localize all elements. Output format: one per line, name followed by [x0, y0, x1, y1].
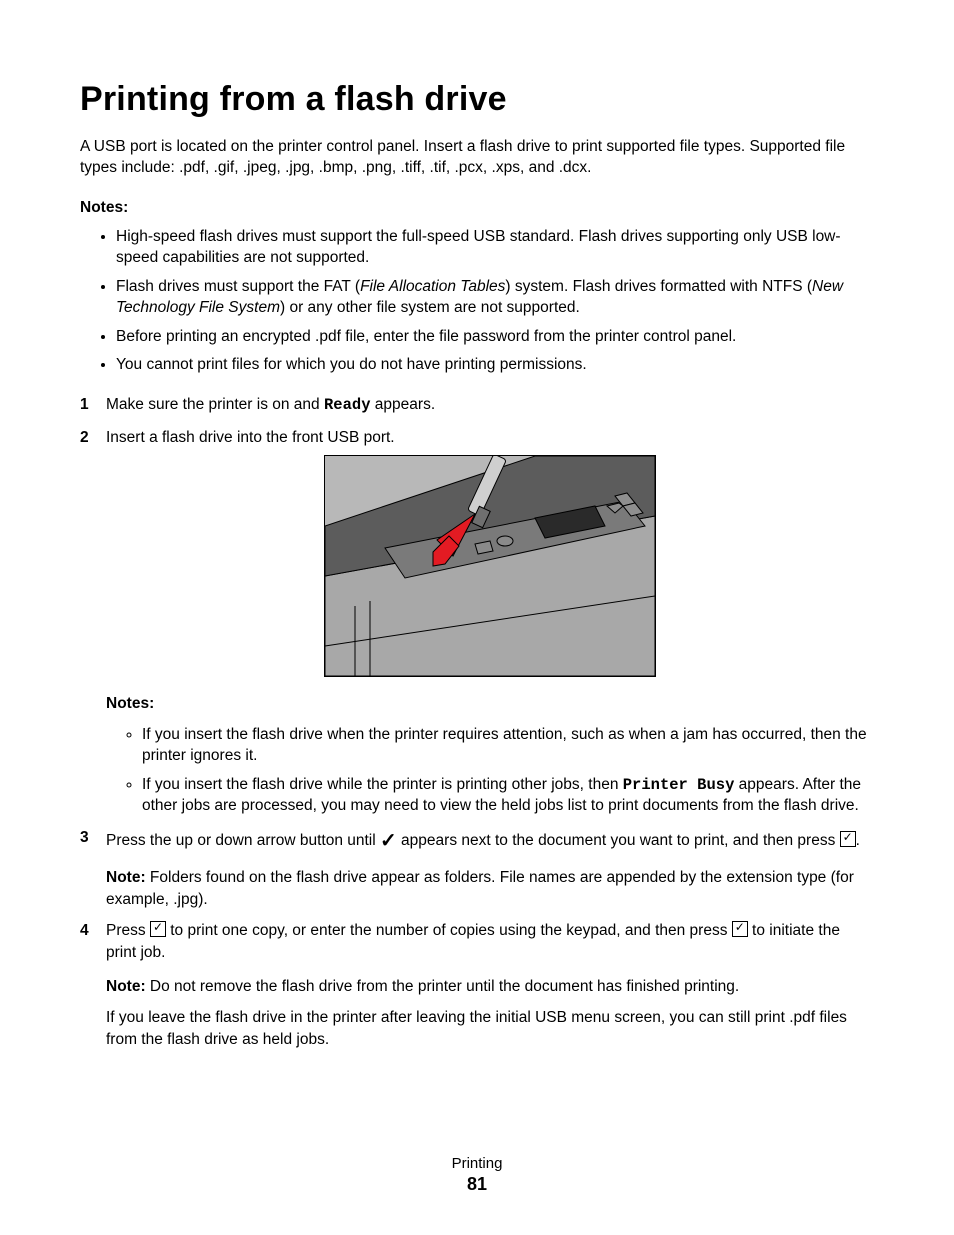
step-3-note: Note: Folders found on the flash drive a… — [106, 867, 874, 910]
note-text: Folders found on the flash drive appear … — [106, 869, 854, 908]
page-footer: Printing 81 — [0, 1155, 954, 1195]
monospace-text: Ready — [324, 396, 371, 414]
step-3: 3 Press the up or down arrow button unti… — [80, 827, 874, 910]
step-text: Press — [106, 922, 150, 939]
monospace-text: Printer Busy — [623, 776, 735, 794]
step-text: to print one copy, or enter the number o… — [166, 922, 732, 939]
step-number: 1 — [80, 394, 89, 416]
step-4: 4 Press to print one copy, or enter the … — [80, 920, 874, 1050]
step-text: . — [856, 832, 860, 849]
note-text: ) or any other file system are not suppo… — [280, 299, 580, 316]
step-number: 4 — [80, 920, 89, 942]
note-text: ) system. Flash drives formatted with NT… — [505, 278, 812, 295]
notes-list-1: High-speed flash drives must support the… — [80, 227, 874, 377]
notes-label: Notes: — [106, 693, 874, 715]
footer-section-name: Printing — [0, 1155, 954, 1172]
page-title: Printing from a flash drive — [80, 80, 874, 119]
step-number: 2 — [80, 427, 89, 449]
step-4-note: Note: Do not remove the flash drive from… — [106, 976, 874, 998]
illustration-wrap — [106, 455, 874, 684]
step-2-sub: Notes: If you insert the flash drive whe… — [106, 693, 874, 816]
note-item: Before printing an encrypted .pdf file, … — [116, 327, 874, 348]
page-container: Printing from a flash drive A USB port i… — [0, 0, 954, 1235]
note-label: Note: — [106, 978, 146, 995]
note-em: File Allocation Tables — [360, 278, 505, 295]
step-1: 1 Make sure the printer is on and Ready … — [80, 394, 874, 417]
note-text: Do not remove the flash drive from the p… — [146, 978, 740, 995]
step-4-held-jobs: If you leave the flash drive in the prin… — [106, 1007, 874, 1050]
note-text: If you insert the flash drive while the … — [142, 776, 623, 793]
check-button-icon — [150, 921, 166, 937]
note-item: Flash drives must support the FAT (File … — [116, 277, 874, 319]
notes-label: Notes: — [80, 199, 874, 217]
step-text: appears. — [371, 396, 436, 413]
step-number: 3 — [80, 827, 89, 849]
step-text: Press the up or down arrow button until — [106, 832, 380, 849]
step-2: 2 Insert a flash drive into the front US… — [80, 427, 874, 817]
note-text: Flash drives must support the FAT ( — [116, 278, 360, 295]
step-text: Make sure the printer is on and — [106, 396, 324, 413]
note-item: If you insert the flash drive when the p… — [142, 725, 874, 767]
note-item: You cannot print files for which you do … — [116, 355, 874, 376]
note-label: Note: — [106, 869, 146, 886]
notes-list-2: If you insert the flash drive when the p… — [106, 725, 874, 817]
steps-list: 1 Make sure the printer is on and Ready … — [80, 394, 874, 1050]
checkmark-large-icon: ✓ — [380, 830, 397, 852]
intro-paragraph: A USB port is located on the printer con… — [80, 137, 874, 179]
check-button-icon — [840, 831, 856, 847]
step-text: appears next to the document you want to… — [397, 832, 840, 849]
note-item: If you insert the flash drive while the … — [142, 775, 874, 817]
note-item: High-speed flash drives must support the… — [116, 227, 874, 269]
page-number: 81 — [0, 1174, 954, 1195]
printer-flash-drive-illustration — [324, 455, 656, 677]
check-button-icon — [732, 921, 748, 937]
step-text: Insert a flash drive into the front USB … — [106, 429, 395, 446]
